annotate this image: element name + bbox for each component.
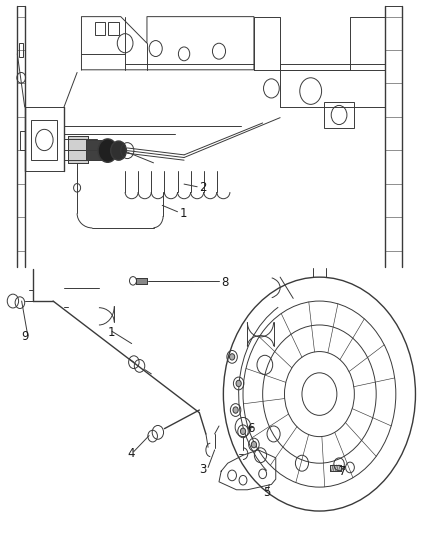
Text: 4: 4 xyxy=(127,447,135,460)
Bar xyxy=(136,278,147,284)
Text: 8: 8 xyxy=(221,276,229,289)
Bar xyxy=(330,465,341,471)
Bar xyxy=(86,140,101,160)
Bar xyxy=(86,140,101,160)
Text: 5: 5 xyxy=(263,486,270,499)
Bar xyxy=(19,43,22,56)
Circle shape xyxy=(230,354,235,360)
Bar xyxy=(136,278,147,284)
Text: 7: 7 xyxy=(339,465,346,478)
Text: 6: 6 xyxy=(247,422,255,435)
Circle shape xyxy=(240,428,246,434)
Bar xyxy=(20,131,25,150)
Circle shape xyxy=(111,141,127,160)
Circle shape xyxy=(98,139,117,163)
Text: 3: 3 xyxy=(199,463,207,476)
Text: 1: 1 xyxy=(108,326,115,340)
Text: 2: 2 xyxy=(199,181,207,195)
Circle shape xyxy=(236,380,241,386)
Bar xyxy=(324,102,354,128)
Circle shape xyxy=(233,407,238,413)
Bar xyxy=(31,120,57,160)
Bar xyxy=(108,22,119,35)
Bar xyxy=(330,465,341,471)
Bar xyxy=(68,136,88,163)
Bar xyxy=(95,22,106,35)
Text: 1: 1 xyxy=(180,207,187,220)
Text: 9: 9 xyxy=(21,330,29,343)
Circle shape xyxy=(251,441,257,448)
Bar xyxy=(68,136,88,163)
